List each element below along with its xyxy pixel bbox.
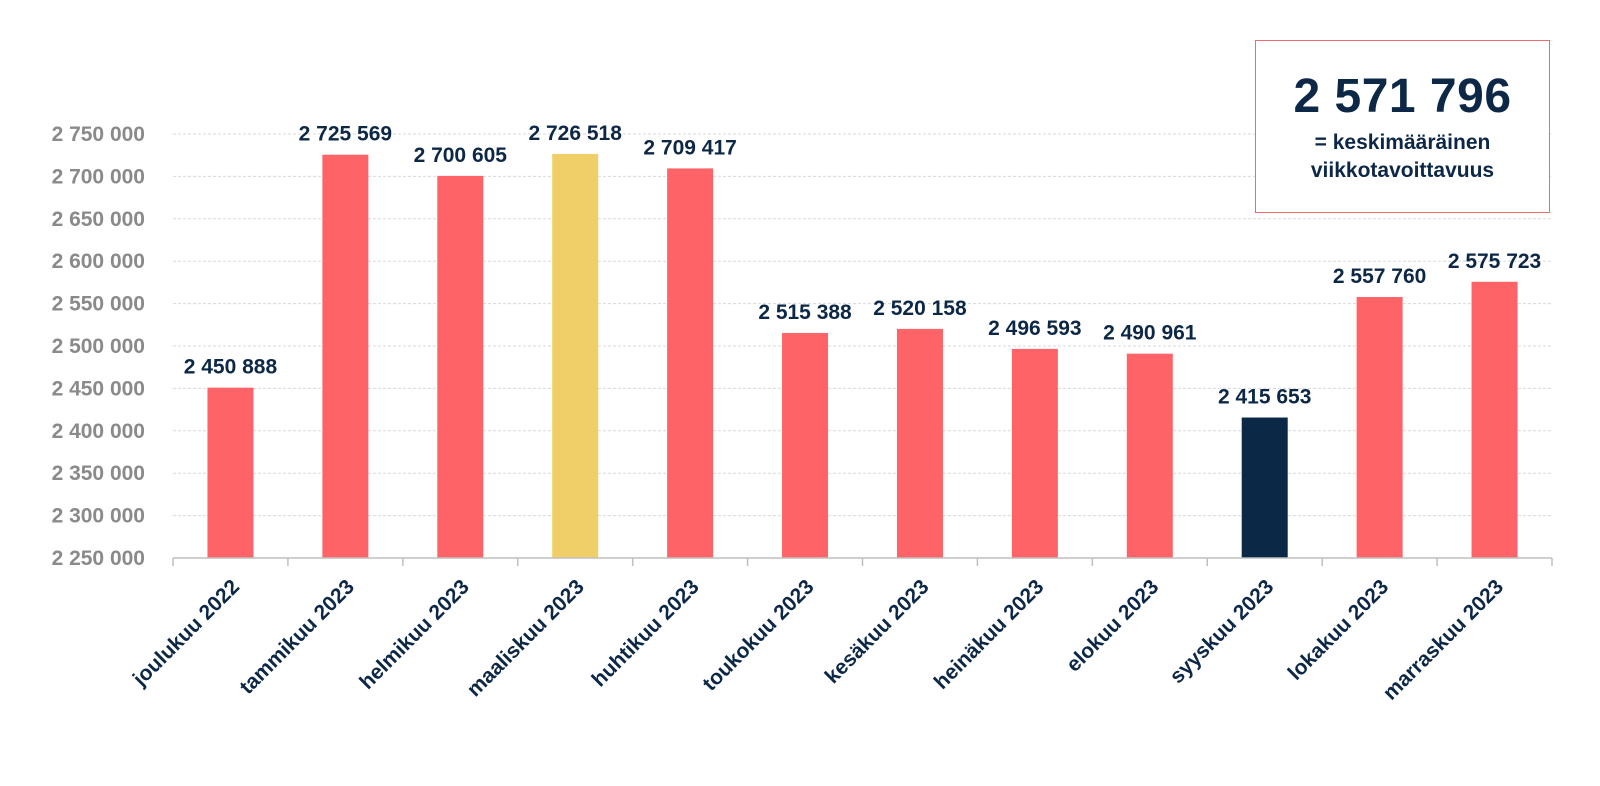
y-tick-label: 2 400 000 [52, 420, 145, 443]
y-tick-label: 2 500 000 [52, 335, 145, 358]
bar [1356, 297, 1403, 558]
x-tick-label: maaliskuu 2023 [463, 575, 589, 701]
x-tick-label: lokakuu 2023 [1284, 575, 1394, 685]
data-label: 2 490 961 [1103, 322, 1197, 345]
y-tick-label: 2 250 000 [52, 547, 145, 570]
y-tick-label: 2 450 000 [52, 377, 145, 400]
bar [1011, 348, 1058, 558]
x-tick-label: heinäkuu 2023 [930, 575, 1049, 694]
x-tick-label: huhtikuu 2023 [588, 575, 704, 691]
average-description: = keskimääräinen viikkotavoittavuus [1256, 129, 1549, 185]
bar [1241, 417, 1288, 558]
data-label: 2 450 888 [184, 356, 278, 379]
y-tick-label: 2 600 000 [52, 250, 145, 273]
data-label: 2 557 760 [1333, 265, 1426, 288]
y-tick-label: 2 650 000 [52, 208, 145, 231]
y-tick-label: 2 700 000 [52, 165, 145, 188]
bar [1471, 281, 1518, 558]
y-tick-label: 2 300 000 [52, 505, 145, 528]
data-label: 2 709 417 [643, 136, 736, 159]
data-label: 2 415 653 [1218, 386, 1311, 409]
data-labels: 2 450 888 2 725 569 2 700 605 2 726 518 2 70… [184, 122, 1542, 409]
average-callout-box: 2 571 796 = keskimääräinen viikkotavoitt… [1255, 40, 1550, 213]
y-tick-label: 2 350 000 [52, 462, 145, 485]
bar [552, 153, 599, 559]
x-tick-label: tammikuu 2023 [235, 575, 359, 699]
bar [207, 387, 254, 558]
bar [667, 168, 714, 559]
bar [1126, 353, 1173, 558]
x-tick-label: marraskuu 2023 [1379, 575, 1508, 704]
data-label: 2 725 569 [299, 123, 392, 146]
y-tick-label: 2 550 000 [52, 293, 145, 316]
x-tick-label: kesäkuu 2023 [821, 575, 934, 688]
x-tick-label: joulukuu 2022 [128, 575, 244, 691]
data-label: 2 726 518 [528, 122, 622, 145]
data-label: 2 515 388 [758, 301, 852, 324]
x-tick-label: elokuu 2023 [1062, 575, 1163, 676]
data-label: 2 700 605 [414, 144, 508, 167]
x-tick-label: syyskuu 2023 [1165, 575, 1278, 688]
bar [322, 154, 369, 559]
y-tick-label: 2 750 000 [52, 123, 145, 146]
bar [896, 328, 943, 558]
average-description-line1: = keskimääräinen [1314, 131, 1491, 154]
data-label: 2 520 158 [873, 297, 967, 320]
average-description-line2: viikkotavoittavuus [1310, 159, 1495, 182]
bar [782, 332, 829, 558]
bar [437, 175, 484, 558]
bars [207, 153, 1518, 559]
x-tick-label: toukokuu 2023 [698, 575, 818, 695]
data-label: 2 496 593 [988, 317, 1081, 340]
y-axis: 2 250 000 2 300 000 2 350 000 2 400 000 2 45… [52, 123, 145, 570]
x-tick-label: helmikuu 2023 [355, 575, 474, 694]
average-value: 2 571 796 [1293, 70, 1512, 123]
data-label: 2 575 723 [1448, 250, 1541, 273]
